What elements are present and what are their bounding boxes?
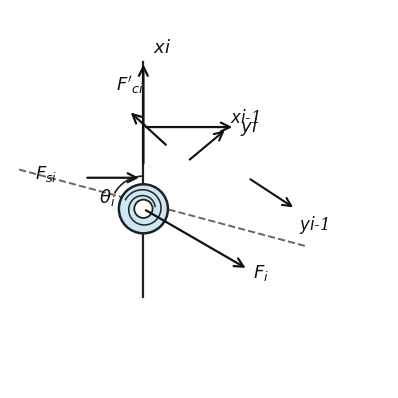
- Text: $yi$: $yi$: [240, 116, 258, 138]
- Circle shape: [134, 200, 152, 218]
- Text: $xi$-1: $xi$-1: [230, 109, 260, 127]
- Circle shape: [119, 184, 168, 233]
- Text: $\theta_i$: $\theta_i$: [99, 187, 116, 208]
- Text: $xi$: $xi$: [153, 39, 171, 57]
- Text: $F_{si}$: $F_{si}$: [35, 164, 58, 184]
- Text: $F'_{ci}$: $F'_{ci}$: [116, 74, 144, 96]
- Text: $F_i$: $F_i$: [253, 263, 269, 283]
- Text: $yi$-1: $yi$-1: [299, 214, 329, 236]
